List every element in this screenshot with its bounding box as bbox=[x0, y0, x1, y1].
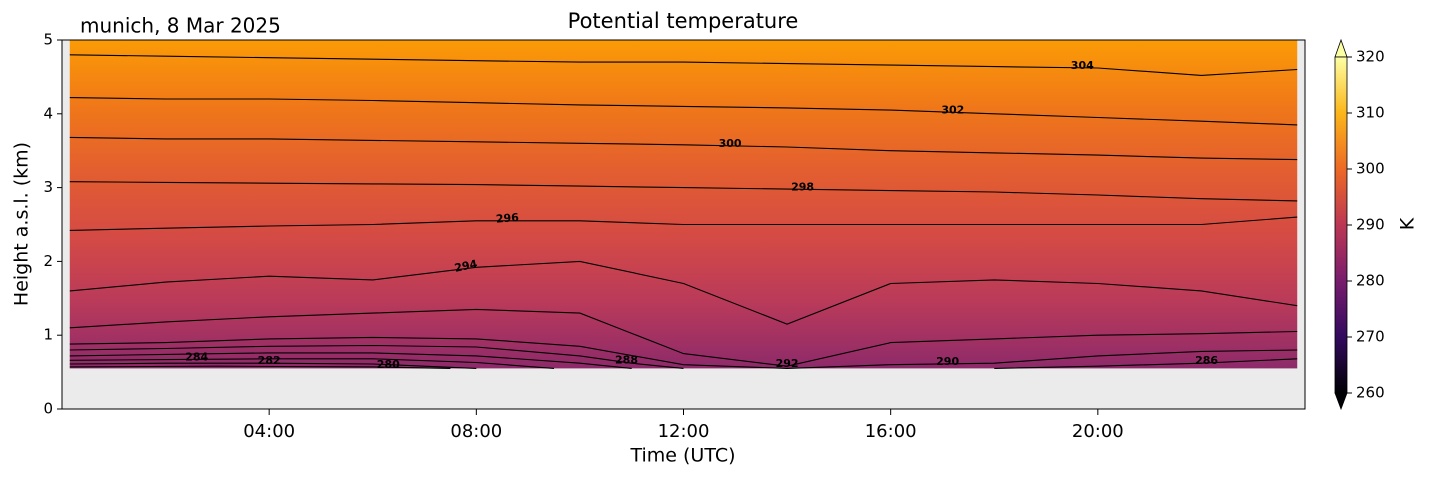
colorbar-tick-label: 310 bbox=[1356, 104, 1385, 122]
x-tick-label: 20:00 bbox=[1072, 421, 1124, 442]
colorbar-tick-label: 260 bbox=[1356, 384, 1385, 402]
contour-label: 282 bbox=[258, 354, 281, 367]
y-tick-label: 4 bbox=[43, 104, 53, 122]
contour-label: 288 bbox=[615, 354, 638, 367]
contour-line bbox=[69, 362, 477, 369]
contour-line bbox=[69, 344, 684, 369]
colorbar bbox=[1334, 56, 1348, 394]
y-tick-label: 2 bbox=[43, 252, 53, 270]
contour-line bbox=[69, 216, 1298, 231]
contour-label: 290 bbox=[936, 355, 959, 368]
chart-title: Potential temperature bbox=[568, 9, 799, 33]
x-tick-label: 16:00 bbox=[865, 421, 917, 442]
y-tick-label: 0 bbox=[43, 400, 53, 418]
y-tick-label: 5 bbox=[43, 31, 53, 49]
contour-label: 284 bbox=[185, 350, 208, 363]
colorbar-label: K bbox=[1397, 217, 1419, 230]
x-tick-label: 08:00 bbox=[450, 421, 502, 442]
x-tick-label: 04:00 bbox=[243, 421, 295, 442]
colorbar-tick-label: 290 bbox=[1356, 216, 1385, 234]
contour-line bbox=[69, 352, 1298, 369]
y-tick-label: 3 bbox=[43, 178, 53, 196]
contour-label: 304 bbox=[1071, 59, 1094, 72]
contour-label: 292 bbox=[776, 357, 799, 370]
chart-subtitle: munich, 8 Mar 2025 bbox=[80, 14, 281, 38]
colorbar-tick-label: 270 bbox=[1356, 328, 1385, 346]
contour-line bbox=[69, 260, 1298, 325]
contour-label: 300 bbox=[719, 137, 742, 150]
contour-line bbox=[69, 336, 1298, 369]
x-axis-label: Time (UTC) bbox=[629, 445, 735, 467]
contour-line bbox=[69, 308, 1298, 367]
contour-label: 298 bbox=[791, 180, 814, 193]
colorbar-extend-top bbox=[1334, 38, 1348, 58]
contour-label: 286 bbox=[1195, 354, 1218, 367]
contour-line bbox=[69, 136, 1298, 161]
contour-label: 280 bbox=[377, 358, 400, 371]
contour-line bbox=[69, 54, 1298, 76]
colorbar-tick-label: 300 bbox=[1356, 160, 1385, 178]
colorbar-tick-label: 280 bbox=[1356, 272, 1385, 290]
field bbox=[69, 40, 1298, 369]
contour-line bbox=[69, 181, 1298, 202]
y-axis-label: Height a.s.l. (km) bbox=[11, 142, 33, 306]
colorbar-tick-label: 320 bbox=[1356, 48, 1385, 66]
contour-label: 294 bbox=[453, 257, 479, 275]
contour-line bbox=[69, 365, 451, 369]
contour-label: 296 bbox=[495, 211, 519, 226]
contour-label: 302 bbox=[941, 103, 964, 116]
x-tick-label: 12:00 bbox=[658, 421, 710, 442]
contour-line bbox=[69, 97, 1298, 126]
y-tick-label: 1 bbox=[43, 326, 53, 344]
colorbar-extend-bottom bbox=[1334, 392, 1348, 411]
contour-line bbox=[69, 358, 555, 369]
